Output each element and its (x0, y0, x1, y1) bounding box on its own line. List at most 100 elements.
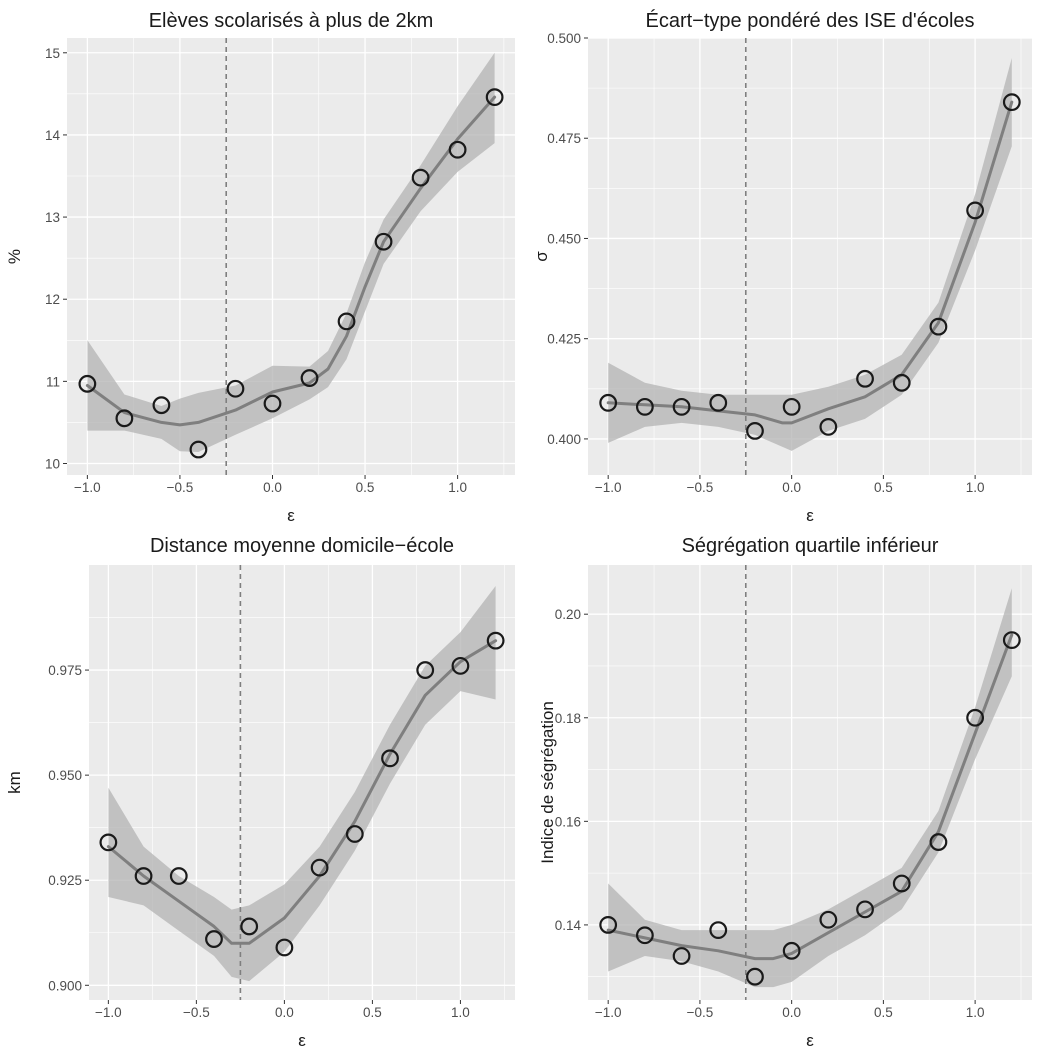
y-tick-label: 0.16 (555, 814, 581, 829)
y-tick-label: 10 (45, 457, 60, 472)
panel-pct-over-2km: −1.0 −0.5 0.0 0.5 1.0 10 11 12 13 14 15 Elèves scol… (0, 0, 521, 525)
data-point (169, 867, 188, 885)
smooth-line (85, 95, 497, 427)
data-point (672, 397, 691, 416)
data-point (337, 312, 356, 331)
panel-weighted-sd-ise: −1.0 −0.5 0.0 0.5 1.0 0.400 0.425 0.450 0.475 0.5… (521, 0, 1037, 525)
data-point (599, 916, 618, 934)
panel-segregation-lower-quartile: −1.0 −0.5 0.0 0.5 1.0 0.14 0.16 0.18 0.20 Ségréga… (521, 525, 1037, 1050)
data-point (966, 201, 985, 220)
data-point (134, 867, 153, 885)
x-tick-label: 0.0 (263, 480, 282, 495)
data-point (856, 900, 874, 919)
y-tick-label: 0.450 (547, 231, 581, 246)
data-point (599, 393, 618, 412)
data-point (819, 910, 838, 929)
x-tick-label: 0.5 (874, 1005, 893, 1020)
data-point (381, 749, 399, 768)
x-tick-label: 0.0 (782, 480, 801, 495)
data-point (1002, 93, 1021, 112)
y-tick-label: 0.425 (547, 332, 581, 347)
confidence-ribbon (608, 588, 1012, 988)
data-point (892, 373, 911, 392)
x-tick-label: −1.0 (95, 1005, 122, 1020)
data-point (929, 317, 948, 336)
data-point (99, 833, 118, 852)
panel-title: Écart−type pondéré des ISE d'écoles (645, 9, 974, 32)
y-tick-label: 0.900 (48, 978, 82, 993)
y-tick-label: 0.500 (547, 31, 581, 46)
data-point (782, 397, 801, 416)
y-axis-label: Indice de ségrégation (538, 701, 557, 864)
panel-title: Ségrégation quartile inférieur (682, 535, 939, 557)
data-point (746, 421, 764, 440)
data-point (782, 941, 801, 960)
data-point (205, 930, 223, 948)
y-tick-label: 13 (45, 210, 60, 225)
smooth-line (606, 633, 1014, 961)
smooth-line (106, 639, 498, 945)
data-point (746, 967, 764, 986)
y-tick-label: 0.400 (547, 432, 581, 447)
data-point (263, 394, 282, 413)
plot-background (89, 565, 515, 1000)
y-axis-label: σ (532, 251, 551, 262)
x-tick-label: −0.5 (687, 1005, 714, 1020)
data-point (672, 947, 691, 965)
data-point (310, 858, 329, 877)
data-point (709, 393, 728, 412)
y-tick-label: 14 (45, 128, 61, 143)
y-tick-label: 0.20 (555, 607, 581, 622)
data-point (374, 232, 393, 251)
data-point (411, 168, 430, 187)
x-tick-label: 1.0 (966, 480, 985, 495)
data-point (856, 369, 874, 388)
x-tick-label: 0.0 (275, 1005, 294, 1020)
x-tick-label: −1.0 (595, 480, 622, 495)
x-axis-label: ε (287, 506, 295, 525)
data-point (486, 631, 505, 650)
confidence-ribbon (108, 586, 496, 982)
data-point (240, 917, 259, 936)
smooth-line (606, 100, 1014, 425)
data-point (416, 661, 435, 679)
x-tick-label: 0.5 (363, 1005, 382, 1020)
x-axis-label: ε (806, 506, 814, 525)
data-point (345, 825, 364, 843)
chart-segregation-lower-quartile: −1.0 −0.5 0.0 0.5 1.0 0.14 0.16 0.18 0.20 Ségréga… (538, 535, 1032, 1050)
x-tick-label: 1.0 (451, 1005, 470, 1020)
data-point (635, 397, 654, 416)
data-point (275, 938, 294, 957)
data-point (115, 409, 134, 428)
x-tick-label: −0.5 (687, 480, 714, 495)
x-tick-label: −0.5 (183, 1005, 210, 1020)
data-point (78, 374, 97, 393)
chart-pct-over-2km: −1.0 −0.5 0.0 0.5 1.0 10 11 12 13 14 15 Elèves scol… (5, 10, 515, 525)
x-tick-label: −1.0 (595, 1005, 622, 1020)
data-point (1002, 631, 1021, 649)
data-point (966, 708, 985, 727)
panel-title: Elèves scolarisés à plus de 2km (149, 10, 434, 32)
panel-title: Distance moyenne domicile−école (150, 535, 454, 557)
data-point (226, 379, 245, 398)
confidence-ribbon (608, 58, 1012, 451)
y-axis-label: % (5, 249, 24, 264)
data-point (152, 396, 171, 415)
data-point (892, 874, 911, 893)
x-tick-label: −1.0 (74, 480, 101, 495)
x-tick-label: 1.0 (448, 480, 467, 495)
x-tick-label: 0.0 (782, 1005, 801, 1020)
data-point (189, 440, 208, 459)
y-tick-label: 11 (46, 374, 60, 389)
y-tick-label: 0.950 (48, 768, 82, 783)
x-axis-label: ε (298, 1031, 306, 1050)
data-point (300, 369, 319, 387)
x-axis-label: ε (806, 1031, 814, 1050)
y-axis-label: km (5, 771, 24, 794)
data-point (709, 921, 728, 939)
y-tick-label: 0.18 (555, 711, 581, 726)
x-tick-label: −0.5 (167, 480, 194, 495)
data-point (448, 140, 467, 159)
data-point (929, 833, 948, 851)
x-tick-label: 0.5 (874, 480, 893, 495)
